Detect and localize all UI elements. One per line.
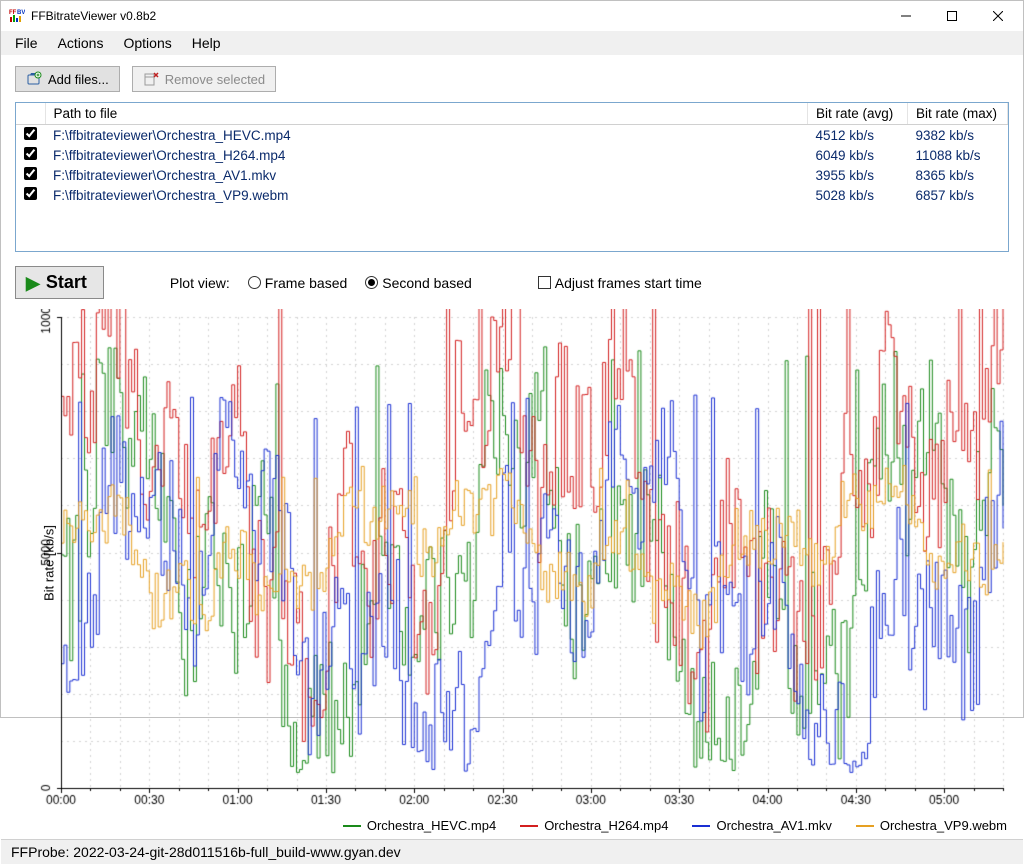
cell-avg: 4512 kb/s bbox=[808, 125, 908, 146]
legend-item: Orchestra_H264.mp4 bbox=[520, 818, 668, 833]
close-button[interactable] bbox=[975, 1, 1021, 31]
remove-selected-button[interactable]: Remove selected bbox=[132, 66, 276, 92]
cell-path: F:\ffbitrateviewer\Orchestra_H264.mp4 bbox=[45, 145, 808, 165]
col-path[interactable]: Path to file bbox=[45, 103, 808, 125]
start-button[interactable]: ▶ Start bbox=[15, 266, 104, 299]
menu-options[interactable]: Options bbox=[113, 31, 181, 55]
legend-item: Orchestra_AV1.mkv bbox=[692, 818, 831, 833]
bitrate-chart bbox=[5, 309, 1019, 816]
chart-legend: Orchestra_HEVC.mp4 Orchestra_H264.mp4 Orch… bbox=[1, 816, 1023, 839]
row-checkbox[interactable] bbox=[24, 187, 37, 200]
table-row[interactable]: F:\ffbitrateviewer\Orchestra_HEVC.mp4451… bbox=[16, 125, 1008, 146]
cell-path: F:\ffbitrateviewer\Orchestra_VP9.webm bbox=[45, 185, 808, 205]
status-text: FFProbe: 2022-03-24-git-28d011516b-full_… bbox=[11, 844, 401, 860]
radio-second-label: Second based bbox=[382, 275, 472, 291]
table-row[interactable]: F:\ffbitrateviewer\Orchestra_VP9.webm502… bbox=[16, 185, 1008, 205]
cell-avg: 3955 kb/s bbox=[808, 165, 908, 185]
radio-frame-based[interactable]: Frame based bbox=[248, 275, 347, 291]
cell-max: 8365 kb/s bbox=[908, 165, 1008, 185]
col-max[interactable]: Bit rate (max) bbox=[908, 103, 1008, 125]
cell-avg: 6049 kb/s bbox=[808, 145, 908, 165]
row-checkbox[interactable] bbox=[24, 147, 37, 160]
checkbox-adjust-label: Adjust frames start time bbox=[555, 275, 702, 291]
cell-max: 9382 kb/s bbox=[908, 125, 1008, 146]
toolbar: Add files... Remove selected bbox=[1, 56, 1023, 98]
legend-item: Orchestra_VP9.webm bbox=[856, 818, 1007, 833]
y-axis-label: Bit rate [kb/s] bbox=[41, 525, 56, 601]
col-avg[interactable]: Bit rate (avg) bbox=[808, 103, 908, 125]
row-checkbox[interactable] bbox=[24, 127, 37, 140]
checkbox-adjust[interactable]: Adjust frames start time bbox=[538, 275, 702, 291]
svg-text:BV: BV bbox=[17, 10, 25, 16]
table-row[interactable]: F:\ffbitrateviewer\Orchestra_AV1.mkv3955… bbox=[16, 165, 1008, 185]
cell-path: F:\ffbitrateviewer\Orchestra_AV1.mkv bbox=[45, 165, 808, 185]
cell-max: 11088 kb/s bbox=[908, 145, 1008, 165]
file-table: Path to file Bit rate (avg) Bit rate (ma… bbox=[15, 102, 1009, 252]
add-files-label: Add files... bbox=[48, 72, 109, 87]
minimize-button[interactable] bbox=[883, 1, 929, 31]
play-icon: ▶ bbox=[26, 274, 40, 292]
titlebar: FF BV FFBitrateViewer v0.8b2 bbox=[1, 1, 1023, 31]
table-row[interactable]: F:\ffbitrateviewer\Orchestra_H264.mp4604… bbox=[16, 145, 1008, 165]
cell-avg: 5028 kb/s bbox=[808, 185, 908, 205]
cell-max: 6857 kb/s bbox=[908, 185, 1008, 205]
chart-area: Bit rate [kb/s] bbox=[5, 309, 1019, 816]
menu-actions[interactable]: Actions bbox=[48, 31, 114, 55]
remove-selected-icon bbox=[143, 71, 159, 87]
remove-selected-label: Remove selected bbox=[165, 72, 265, 87]
menu-file[interactable]: File bbox=[5, 31, 48, 55]
add-files-button[interactable]: Add files... bbox=[15, 66, 120, 92]
cell-path: F:\ffbitrateviewer\Orchestra_HEVC.mp4 bbox=[45, 125, 808, 146]
plot-view-label: Plot view: bbox=[170, 275, 230, 291]
radio-frame-label: Frame based bbox=[265, 275, 347, 291]
menu-help[interactable]: Help bbox=[182, 31, 231, 55]
window-title: FFBitrateViewer v0.8b2 bbox=[31, 9, 883, 23]
app-icon: FF BV bbox=[9, 8, 25, 24]
svg-text:FF: FF bbox=[9, 10, 17, 16]
controls-row: ▶ Start Plot view: Frame based Second ba… bbox=[1, 262, 1023, 309]
window-controls bbox=[883, 1, 1021, 31]
menubar: File Actions Options Help bbox=[1, 31, 1023, 56]
radio-second-based[interactable]: Second based bbox=[365, 275, 472, 291]
maximize-button[interactable] bbox=[929, 1, 975, 31]
statusbar: FFProbe: 2022-03-24-git-28d011516b-full_… bbox=[1, 839, 1023, 864]
add-files-icon bbox=[26, 71, 42, 87]
row-checkbox[interactable] bbox=[24, 167, 37, 180]
legend-item: Orchestra_HEVC.mp4 bbox=[343, 818, 496, 833]
start-label: Start bbox=[46, 272, 87, 293]
